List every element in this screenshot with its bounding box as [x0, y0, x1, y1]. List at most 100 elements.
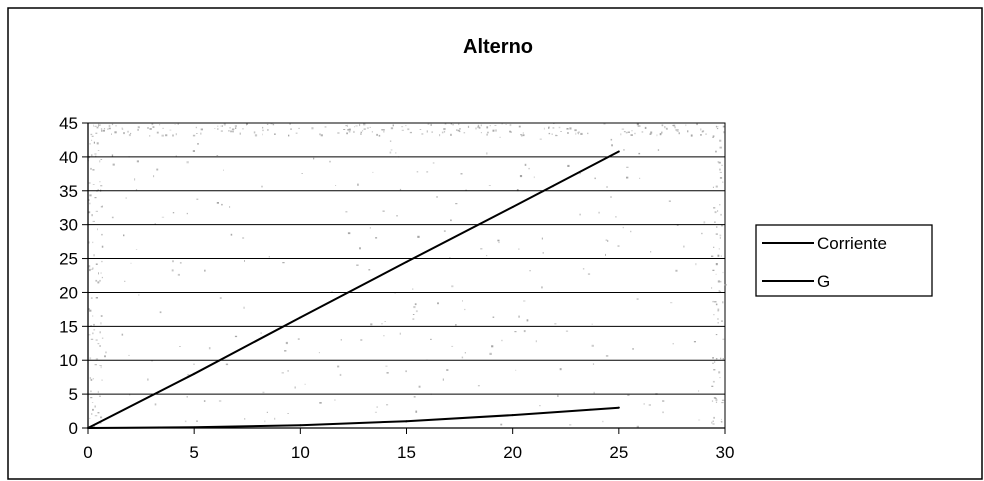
- noise-dot: [523, 300, 526, 302]
- y-tick-label: 45: [59, 114, 78, 133]
- noise-dot: [254, 134, 258, 137]
- noise-dot: [90, 167, 92, 170]
- noise-dot: [416, 171, 419, 173]
- noise-dot: [407, 128, 410, 131]
- noise-dot: [557, 394, 559, 397]
- noise-dot: [111, 133, 112, 135]
- noise-dot: [127, 130, 129, 133]
- noise-dot: [161, 134, 164, 137]
- noise-dot: [99, 124, 101, 126]
- noise-dot: [97, 281, 100, 284]
- noise-dot: [450, 219, 452, 222]
- noise-dot: [439, 134, 441, 137]
- noise-dot: [661, 124, 664, 127]
- noise-dot: [376, 406, 378, 408]
- noise-dot: [631, 130, 633, 132]
- noise-dot: [569, 424, 572, 426]
- noise-dot: [662, 400, 665, 402]
- noise-dot: [464, 308, 466, 311]
- noise-dot: [92, 267, 94, 270]
- noise-dot: [91, 413, 93, 415]
- noise-dot: [555, 135, 558, 137]
- noise-dot: [605, 239, 608, 241]
- noise-dot: [698, 390, 700, 392]
- noise-dot: [648, 404, 651, 406]
- series-1-point: [299, 316, 302, 319]
- noise-dot: [382, 210, 385, 212]
- noise-dot: [89, 377, 91, 380]
- noise-dot: [239, 132, 241, 135]
- noise-dot: [96, 126, 99, 129]
- noise-dot: [539, 138, 542, 140]
- noise-dot: [412, 314, 415, 315]
- noise-dot: [230, 131, 233, 133]
- series-1-point: [405, 260, 408, 263]
- noise-dot: [203, 400, 206, 402]
- noise-dot: [668, 200, 671, 202]
- noise-dot: [464, 352, 466, 354]
- noise-dot: [90, 397, 93, 399]
- noise-dot: [389, 151, 392, 154]
- noise-dot: [399, 188, 402, 191]
- noise-dot: [121, 127, 123, 129]
- noise-dot: [457, 129, 460, 132]
- noise-dot: [467, 125, 470, 128]
- noise-dot: [101, 245, 104, 248]
- noise-dot: [172, 212, 175, 214]
- noise-dot: [285, 341, 288, 345]
- noise-dot: [714, 301, 717, 303]
- noise-dot: [552, 127, 555, 129]
- noise-dot: [712, 300, 714, 303]
- noise-dot: [683, 245, 685, 248]
- noise-dot: [161, 216, 165, 218]
- noise-dot: [417, 235, 420, 238]
- noise-dot: [452, 124, 454, 126]
- noise-dot: [717, 280, 720, 283]
- noise-dot: [593, 391, 595, 394]
- noise-dot: [151, 123, 154, 126]
- noise-dot: [427, 123, 430, 125]
- noise-dot: [229, 127, 231, 129]
- noise-dot: [627, 131, 630, 133]
- noise-dot: [100, 159, 103, 160]
- noise-dot: [711, 421, 713, 424]
- axes: 0 5 10 15 20 25 30 35 40 45 0 5 10 15 20 25 30: [59, 114, 734, 462]
- noise-dot: [713, 397, 716, 399]
- noise-dot: [702, 130, 705, 133]
- noise-dot: [455, 203, 458, 205]
- noise-dot: [722, 338, 725, 340]
- noise-dot: [443, 230, 446, 232]
- noise-dot: [390, 127, 394, 130]
- noise-dot: [242, 128, 244, 130]
- noise-dot: [715, 185, 718, 188]
- noise-dot: [412, 318, 415, 320]
- noise-dot: [519, 175, 523, 178]
- noise-dot: [343, 129, 346, 130]
- noise-dot: [89, 143, 91, 145]
- noise-dot: [533, 176, 535, 179]
- noise-dot: [494, 129, 497, 132]
- noise-dot: [91, 154, 93, 157]
- noise-dot: [95, 263, 98, 265]
- noise-dot: [366, 127, 369, 129]
- series-1-point: [193, 372, 196, 375]
- noise-dot: [196, 198, 199, 200]
- noise-dot: [101, 233, 103, 236]
- noise-dot: [603, 123, 606, 125]
- noise-dot: [378, 134, 381, 137]
- noise-dot: [566, 128, 569, 130]
- noise-dot: [175, 133, 177, 136]
- noise-dot: [401, 126, 404, 128]
- noise-dot: [716, 226, 718, 228]
- noise-dot: [348, 128, 351, 131]
- noise-dot: [372, 171, 374, 173]
- noise-dot: [419, 129, 422, 130]
- noise-dot: [320, 134, 323, 137]
- series-2-point: [405, 420, 408, 423]
- noise-dot: [313, 157, 315, 160]
- noise-dot: [719, 234, 722, 237]
- noise-dot: [436, 196, 438, 198]
- noise-dot: [282, 262, 285, 264]
- noise-dot: [617, 245, 620, 247]
- plot-area: [87, 122, 727, 429]
